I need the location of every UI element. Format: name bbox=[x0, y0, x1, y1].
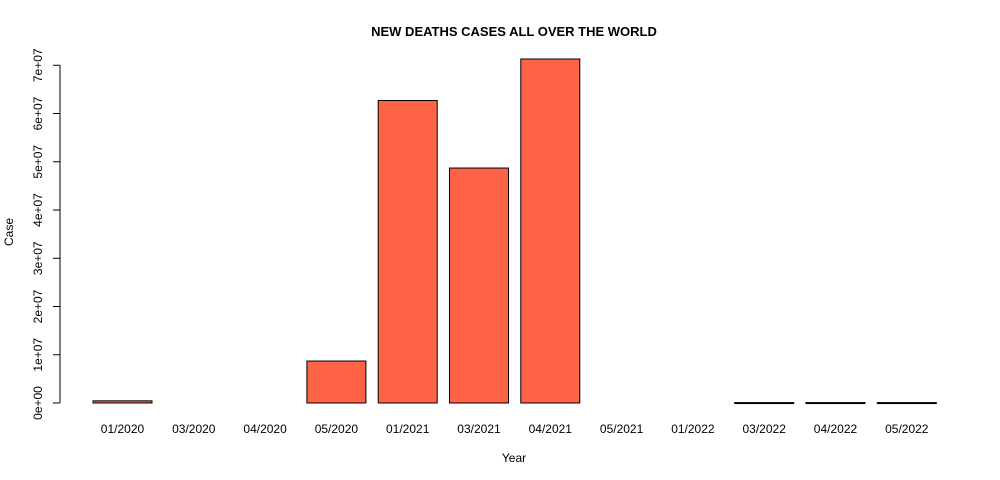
y-tick-label: 2e+07 bbox=[31, 289, 45, 323]
x-tick-label: 01/2021 bbox=[386, 422, 430, 436]
x-tick-labels: 01/2020 03/2020 04/2020 05/2020 01/2021 03/20… bbox=[101, 422, 929, 436]
x-tick-label: 03/2020 bbox=[172, 422, 216, 436]
x-tick-label: 05/2021 bbox=[600, 422, 644, 436]
y-tick-label: 1e+07 bbox=[31, 338, 45, 372]
x-tick-label: 01/2022 bbox=[671, 422, 715, 436]
bar bbox=[734, 402, 795, 405]
bar bbox=[805, 402, 866, 405]
x-tick-label: 04/2021 bbox=[529, 422, 573, 436]
x-tick-label: 05/2020 bbox=[315, 422, 359, 436]
bar bbox=[377, 99, 438, 404]
x-tick-label: 03/2021 bbox=[457, 422, 501, 436]
x-tick-label: 04/2020 bbox=[243, 422, 287, 436]
y-tick-label: 0e+00 bbox=[31, 386, 45, 420]
y-tick-label: 3e+07 bbox=[31, 241, 45, 275]
chart-title: NEW DEATHS CASES ALL OVER THE WORLD bbox=[371, 24, 657, 39]
y-axis: 0e+00 1e+07 2e+07 3e+07 4e+07 5e+07 6e+07 7e+07 bbox=[31, 48, 61, 420]
y-axis-label: Case bbox=[2, 218, 16, 246]
bar bbox=[306, 360, 367, 404]
x-tick-label: 04/2022 bbox=[814, 422, 858, 436]
y-tick-label: 5e+07 bbox=[31, 145, 45, 179]
x-tick-label: 05/2022 bbox=[885, 422, 929, 436]
y-tick-label: 7e+07 bbox=[31, 48, 45, 82]
x-tick-label: 01/2020 bbox=[101, 422, 145, 436]
y-tick-label: 6e+07 bbox=[31, 96, 45, 130]
bar bbox=[92, 400, 153, 404]
y-tick-label: 4e+07 bbox=[31, 193, 45, 227]
x-tick-label: 03/2022 bbox=[743, 422, 787, 436]
bar bbox=[520, 58, 581, 404]
bar bbox=[876, 402, 937, 405]
bar bbox=[449, 167, 509, 404]
x-axis-label: Year bbox=[502, 451, 526, 465]
bars-group bbox=[92, 58, 937, 405]
